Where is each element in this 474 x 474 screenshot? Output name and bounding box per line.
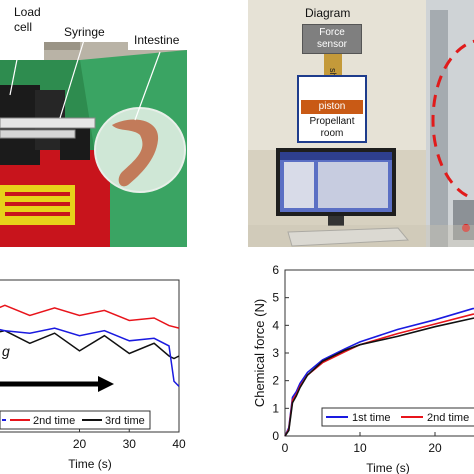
x-axis-label: Time (s) (366, 461, 410, 474)
y-tick-label: 4 (272, 318, 279, 332)
test-machine-photo: Diagram Force sensor shaft piston Propel… (248, 0, 474, 247)
arrow-head (98, 376, 114, 392)
force-sensor-label-line1: Force (319, 27, 345, 38)
chart-right-marks: 0 1 2 3 4 5 6 0 10 20 Time (s) Chemical force (N) 1s… (252, 263, 474, 474)
series-line (0, 329, 180, 360)
x-tick-label: 10 (353, 441, 367, 455)
load-cell-label-line1: Load (14, 5, 41, 19)
legend-label: 2nd time (33, 415, 75, 427)
series-line (284, 317, 474, 437)
plot-frame (0, 279, 180, 433)
piston-box: piston (301, 100, 363, 114)
force-sensor-box: Force sensor (302, 24, 362, 54)
y-tick-label: 5 (272, 291, 279, 305)
x-tick-label: 0 (282, 441, 289, 455)
x-tick-label: 30 (123, 437, 137, 451)
propellant-room-label-line1: Propellant (309, 116, 355, 127)
legend-label: 1st time (352, 412, 391, 424)
syringe-label: Syringe (64, 25, 105, 39)
series-line (284, 307, 474, 437)
partial-annotation-text: g (2, 343, 10, 359)
x-tick-label: 20 (73, 437, 87, 451)
x-tick-label: 40 (172, 437, 186, 451)
propellant-room-label-line2: room (320, 128, 344, 139)
x-tick-label: 20 (428, 441, 442, 455)
syringe-pump-illustration (0, 0, 187, 247)
y-axis-label: Chemical force (N) (252, 299, 267, 407)
series-line (0, 304, 180, 329)
piston-label: piston (318, 101, 346, 112)
chart-left-marks: 20 30 40 Time (s) g 2nd time 3rd time (0, 279, 186, 471)
diagram-title: Diagram (305, 6, 351, 20)
chart-left: 20 30 40 Time (s) g 2nd time 3rd time (0, 279, 186, 471)
y-tick-label: 6 (272, 263, 279, 277)
force-sensor-label-line2: sensor (316, 39, 347, 50)
syringe-pump-photo: Load cell Syringe Intestine (0, 0, 187, 247)
legend-label: 3rd time (105, 415, 145, 427)
propellant-room-label: Propellant room (299, 116, 365, 142)
intestine-label: Intestine (134, 33, 180, 47)
series-line (0, 327, 180, 387)
legend-label: 2nd time (427, 412, 469, 424)
legend-box (0, 410, 151, 430)
y-tick-label: 0 (272, 429, 279, 443)
y-tick-label: 1 (272, 401, 279, 415)
y-tick-label: 3 (272, 346, 279, 360)
load-cell-label-line2: cell (14, 20, 33, 34)
y-tick-label: 2 (272, 374, 279, 388)
legend-box (321, 407, 474, 427)
x-axis-label: Time (s) (68, 457, 112, 471)
chart-right: 0 1 2 3 4 5 6 0 10 20 Time (s) Chemical force (N) 1s… (252, 263, 474, 474)
series-line (284, 313, 474, 437)
